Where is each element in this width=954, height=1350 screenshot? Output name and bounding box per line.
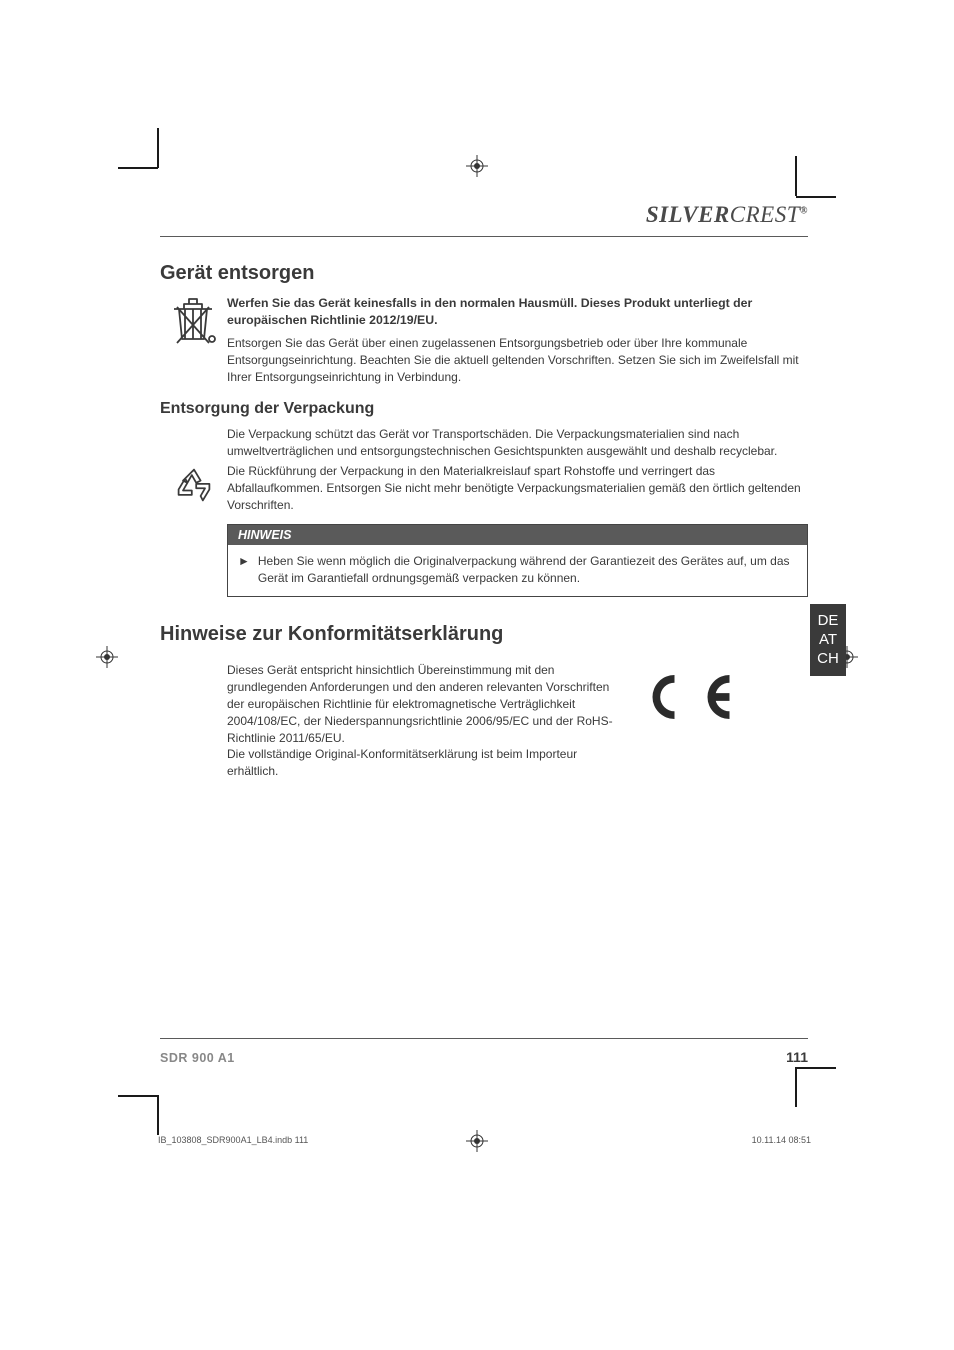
hinweis-text: Heben Sie wenn möglich die Originalverpa…: [258, 553, 797, 587]
conformity-para: Dieses Gerät entspricht hinsichtlich Übe…: [227, 662, 617, 746]
packaging-para1: Die Verpackung schützt das Gerät vor Tra…: [227, 426, 808, 460]
crop-mark: [118, 1095, 158, 1097]
brand-logo: SILVERCREST®: [646, 202, 808, 228]
packaging-para2: Die Rückführung der Verpackung in den Ma…: [227, 463, 808, 513]
crop-mark: [118, 167, 158, 169]
hinweis-title: HINWEIS: [228, 525, 807, 545]
lang-de: DE: [816, 612, 840, 631]
dispose-bold-para: Werfen Sie das Gerät keinesfalls in den …: [227, 295, 808, 329]
imprint-line: IB_103808_SDR900A1_LB4.indb 111 10.11.14…: [158, 1135, 811, 1145]
footer-rule: [160, 1038, 808, 1039]
crop-mark: [157, 1095, 159, 1135]
hinweis-arrow-icon: ►: [238, 553, 250, 570]
recycle-icon: [172, 463, 216, 507]
language-tab: DE AT CH: [810, 604, 846, 676]
crop-mark: [795, 156, 797, 196]
heading-dispose: Gerät entsorgen: [160, 262, 808, 285]
heading-packaging: Entsorgung der Verpackung: [160, 400, 808, 418]
brand-reg: ®: [800, 205, 808, 216]
dispose-para: Entsorgen Sie das Gerät über einen zugel…: [227, 335, 808, 385]
header-rule: [160, 236, 808, 237]
crop-mark: [796, 196, 836, 198]
heading-conformity: Hinweise zur Konformitätserklärung: [160, 623, 808, 646]
crop-mark: [795, 1067, 797, 1107]
brand-second: CREST: [730, 202, 800, 227]
footer-page-number: 111: [786, 1049, 808, 1065]
crop-mark: [157, 128, 159, 168]
imprint-date: 10.11.14 08:51: [752, 1135, 811, 1145]
ce-mark-icon: [647, 662, 757, 737]
imprint-file: IB_103808_SDR900A1_LB4.indb 111: [158, 1135, 308, 1145]
registration-mark-icon: [466, 155, 488, 177]
crop-mark: [796, 1067, 836, 1069]
brand-first: SILVER: [646, 202, 730, 227]
hinweis-box: HINWEIS ► Heben Sie wenn möglich die Ori…: [227, 524, 808, 598]
page-footer: SDR 900 A1 111: [160, 1038, 808, 1065]
lang-at: AT: [816, 631, 840, 650]
conformity-para2: Die vollständige Original-Konformitätser…: [227, 746, 617, 780]
registration-mark-icon: [96, 646, 118, 668]
footer-model: SDR 900 A1: [160, 1051, 235, 1065]
weee-bin-icon: [171, 295, 217, 347]
lang-ch: CH: [816, 650, 840, 669]
